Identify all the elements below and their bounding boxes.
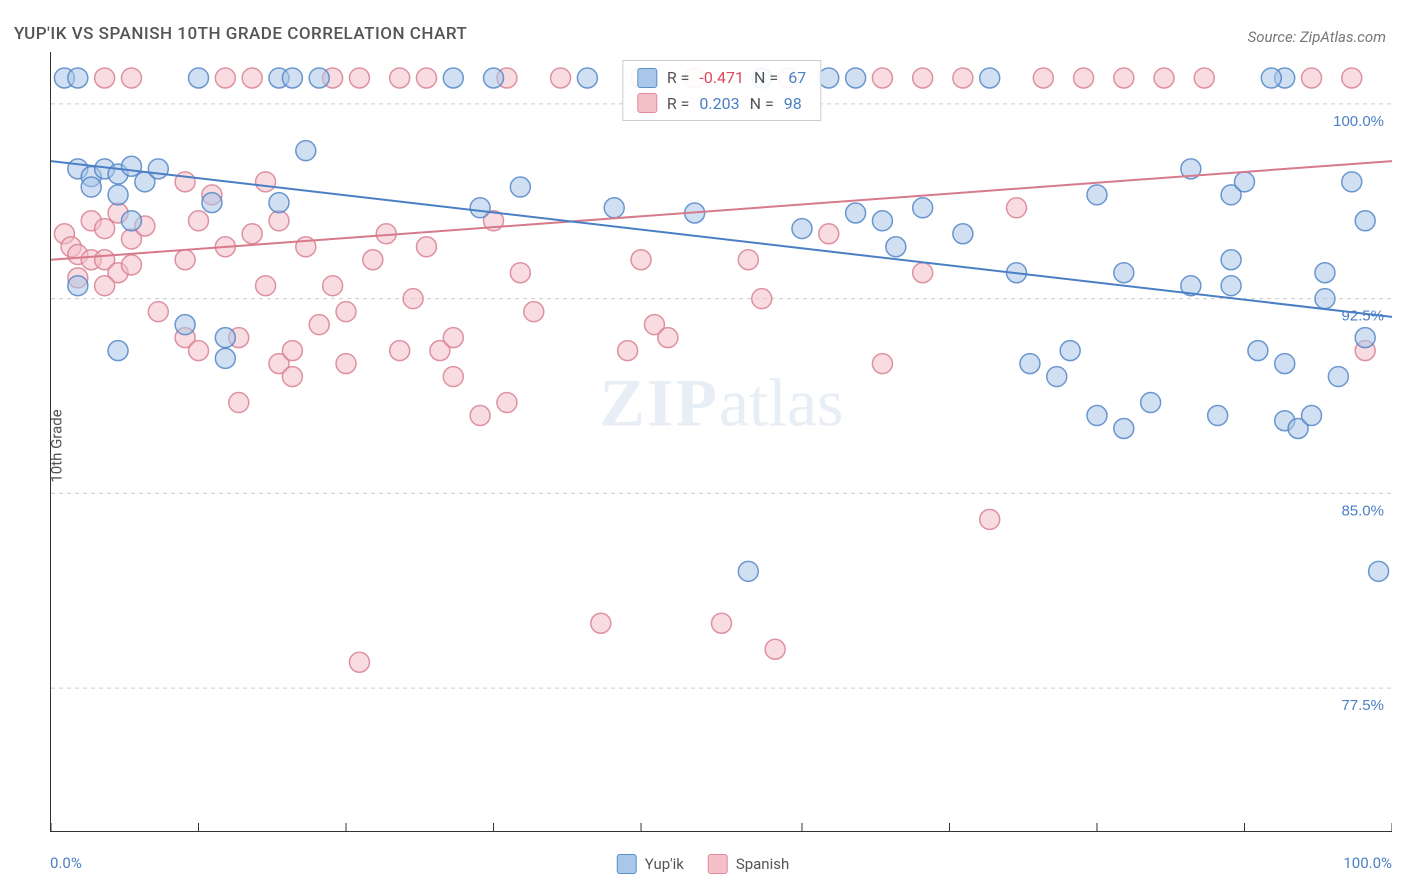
x-axis-max-label: 100.0% (1343, 854, 1392, 872)
stats-swatch-yupik (637, 68, 657, 88)
n-label: N = (754, 65, 778, 91)
stats-n-yupik: 67 (788, 65, 806, 91)
legend-item-yupik: Yup'ik (617, 854, 684, 874)
svg-text:85.0%: 85.0% (1341, 502, 1384, 519)
plot-area: 77.5%85.0%92.5%100.0% ZIPatlas R = -0.47… (50, 52, 1392, 832)
source-label: Source: ZipAtlas.com (1248, 28, 1386, 46)
svg-text:100.0%: 100.0% (1333, 113, 1384, 130)
chart-title: YUP'IK VS SPANISH 10TH GRADE CORRELATION… (14, 24, 467, 44)
stats-row-yupik: R = -0.471 N = 67 (637, 65, 806, 91)
legend-label-spanish: Spanish (736, 855, 789, 873)
legend-item-spanish: Spanish (708, 854, 789, 874)
legend: Yup'ik Spanish (617, 854, 790, 874)
r-label: R = (667, 65, 690, 91)
stats-n-spanish: 98 (784, 91, 802, 117)
stats-swatch-spanish (637, 93, 657, 113)
stats-row-spanish: R = 0.203 N = 98 (637, 91, 806, 117)
legend-swatch-spanish (708, 854, 728, 874)
legend-swatch-yupik (617, 854, 637, 874)
chart-container: YUP'IK VS SPANISH 10TH GRADE CORRELATION… (0, 0, 1406, 892)
stats-r-yupik: -0.471 (699, 65, 744, 91)
scatter-plot-svg: 77.5%85.0%92.5%100.0% (51, 52, 1392, 831)
n-label: N = (750, 91, 774, 117)
legend-label-yupik: Yup'ik (645, 855, 684, 873)
stats-r-spanish: 0.203 (699, 91, 739, 117)
svg-text:77.5%: 77.5% (1341, 697, 1384, 714)
x-axis-min-label: 0.0% (50, 854, 82, 872)
r-label: R = (667, 91, 690, 117)
stats-box: R = -0.471 N = 67 R = 0.203 N = 98 (622, 60, 821, 121)
